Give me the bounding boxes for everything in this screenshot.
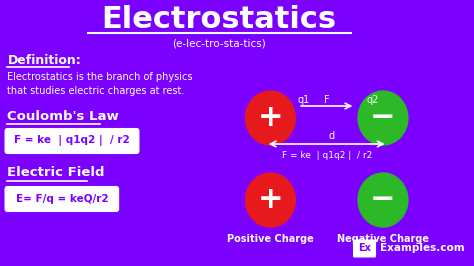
Text: q2: q2 bbox=[366, 95, 379, 105]
Text: Examples.com: Examples.com bbox=[380, 243, 465, 253]
Text: Electrostatics: Electrostatics bbox=[101, 6, 336, 35]
Text: q1: q1 bbox=[297, 95, 310, 105]
Text: Definition:: Definition: bbox=[8, 53, 81, 66]
FancyBboxPatch shape bbox=[6, 187, 118, 211]
Text: d: d bbox=[328, 131, 334, 141]
Text: Negative Charge: Negative Charge bbox=[337, 234, 429, 244]
Circle shape bbox=[358, 173, 408, 227]
Text: −: − bbox=[370, 103, 396, 132]
Text: Ex: Ex bbox=[358, 243, 371, 253]
Circle shape bbox=[246, 91, 295, 145]
FancyBboxPatch shape bbox=[353, 239, 376, 257]
Circle shape bbox=[358, 91, 408, 145]
Text: F = ke  | q1q2 |  / r2: F = ke | q1q2 | / r2 bbox=[282, 152, 372, 160]
Text: F: F bbox=[324, 95, 329, 105]
Text: −: − bbox=[370, 185, 396, 214]
Text: E= F/q = keQ/r2: E= F/q = keQ/r2 bbox=[16, 194, 108, 204]
Circle shape bbox=[246, 173, 295, 227]
Text: Positive Charge: Positive Charge bbox=[227, 234, 314, 244]
Text: Electrostatics is the branch of physics
that studies electric charges at rest.: Electrostatics is the branch of physics … bbox=[8, 72, 193, 96]
Text: (e-lec-tro-sta-tics): (e-lec-tro-sta-tics) bbox=[172, 38, 265, 48]
FancyBboxPatch shape bbox=[6, 129, 138, 153]
Text: F = ke  | q1q2 |  / r2: F = ke | q1q2 | / r2 bbox=[14, 135, 130, 147]
Text: +: + bbox=[257, 103, 283, 132]
Text: Coulomb's Law: Coulomb's Law bbox=[8, 110, 119, 123]
Text: Electric Field: Electric Field bbox=[8, 165, 105, 178]
Text: +: + bbox=[257, 185, 283, 214]
